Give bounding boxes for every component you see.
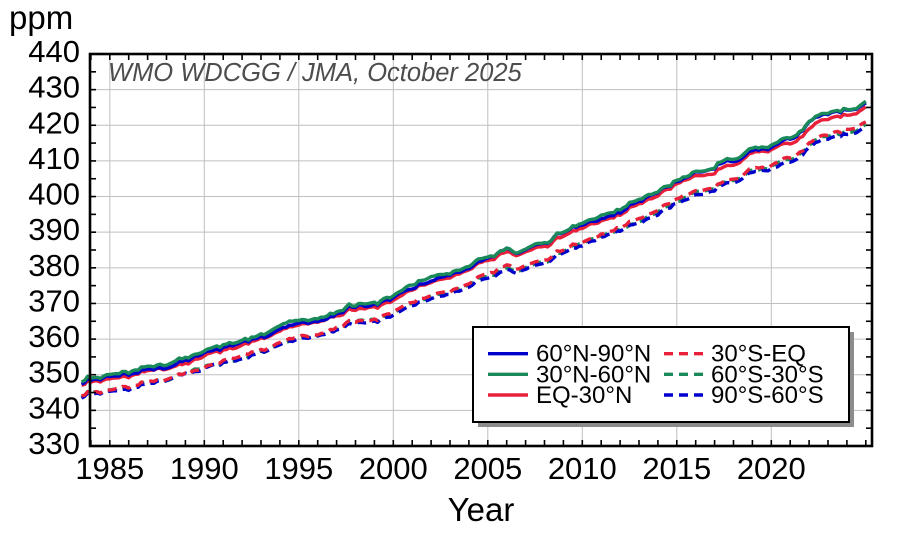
svg-text:2000: 2000 — [359, 451, 428, 486]
svg-text:2010: 2010 — [548, 451, 617, 486]
svg-text:440: 440 — [28, 34, 80, 69]
svg-text:1995: 1995 — [264, 451, 333, 486]
svg-text:410: 410 — [28, 141, 80, 176]
svg-text:430: 430 — [28, 70, 80, 105]
svg-text:2020: 2020 — [737, 451, 806, 486]
svg-text:380: 380 — [28, 248, 80, 283]
svg-text:370: 370 — [28, 283, 80, 318]
svg-text:330: 330 — [28, 426, 80, 461]
svg-text:340: 340 — [28, 390, 80, 425]
svg-text:360: 360 — [28, 319, 80, 354]
svg-text:1990: 1990 — [170, 451, 239, 486]
svg-text:1985: 1985 — [75, 451, 144, 486]
svg-text:EQ-30°N: EQ-30°N — [536, 382, 632, 409]
svg-text:WMO WDCGG / JMA, October 2025: WMO WDCGG / JMA, October 2025 — [108, 59, 523, 87]
svg-text:Year: Year — [448, 491, 515, 528]
svg-text:90°S-60°S: 90°S-60°S — [711, 382, 824, 409]
svg-text:2015: 2015 — [642, 451, 711, 486]
svg-text:2005: 2005 — [453, 451, 522, 486]
svg-text:390: 390 — [28, 212, 80, 247]
svg-text:350: 350 — [28, 355, 80, 390]
svg-text:420: 420 — [28, 105, 80, 140]
svg-text:400: 400 — [28, 177, 80, 212]
svg-text:ppm: ppm — [9, 0, 73, 36]
